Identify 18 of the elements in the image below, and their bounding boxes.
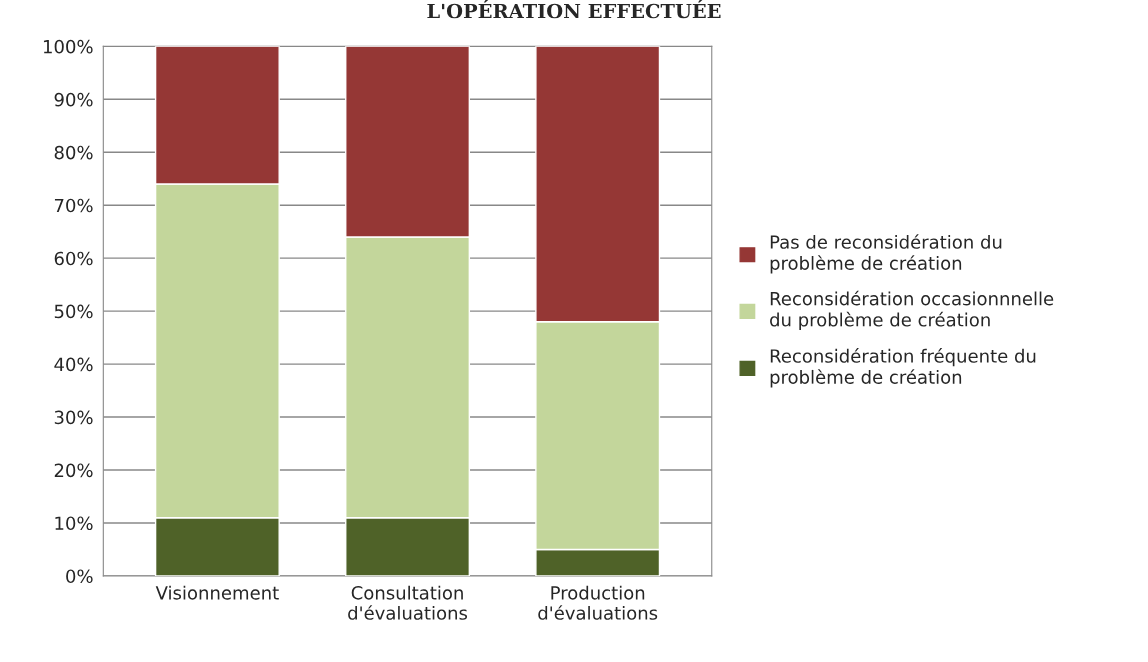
x-tick-label: Consultation d'évaluations [348,585,468,620]
y-tick-label: 40% [54,357,93,372]
legend-label: Reconsidération occasionnnelle du problème de création [770,290,1054,331]
y-tick-label: 30% [54,410,93,425]
y-tick-label: 90% [54,92,93,107]
y-tick-label: 0% [66,569,93,584]
y-tick-label: 50% [54,304,93,319]
y-tick-label: 20% [54,463,93,478]
y-tick-label: 10% [55,516,93,531]
legend-label: Pas de reconsidération du problème de création [770,234,1002,274]
x-tick-label: Production d'évaluations [538,585,658,620]
y-tick-label: 80% [54,145,93,160]
y-tick-label: 70% [54,198,93,213]
chart-title: L'OPÉRATION EFFECTUÉE [427,0,721,19]
y-tick-label: 60% [54,251,93,266]
x-tick-label: Visionnement [155,585,279,600]
legend-label: Reconsidération fréquente du problème de création [770,348,1036,388]
y-tick-label: 100% [43,39,93,54]
